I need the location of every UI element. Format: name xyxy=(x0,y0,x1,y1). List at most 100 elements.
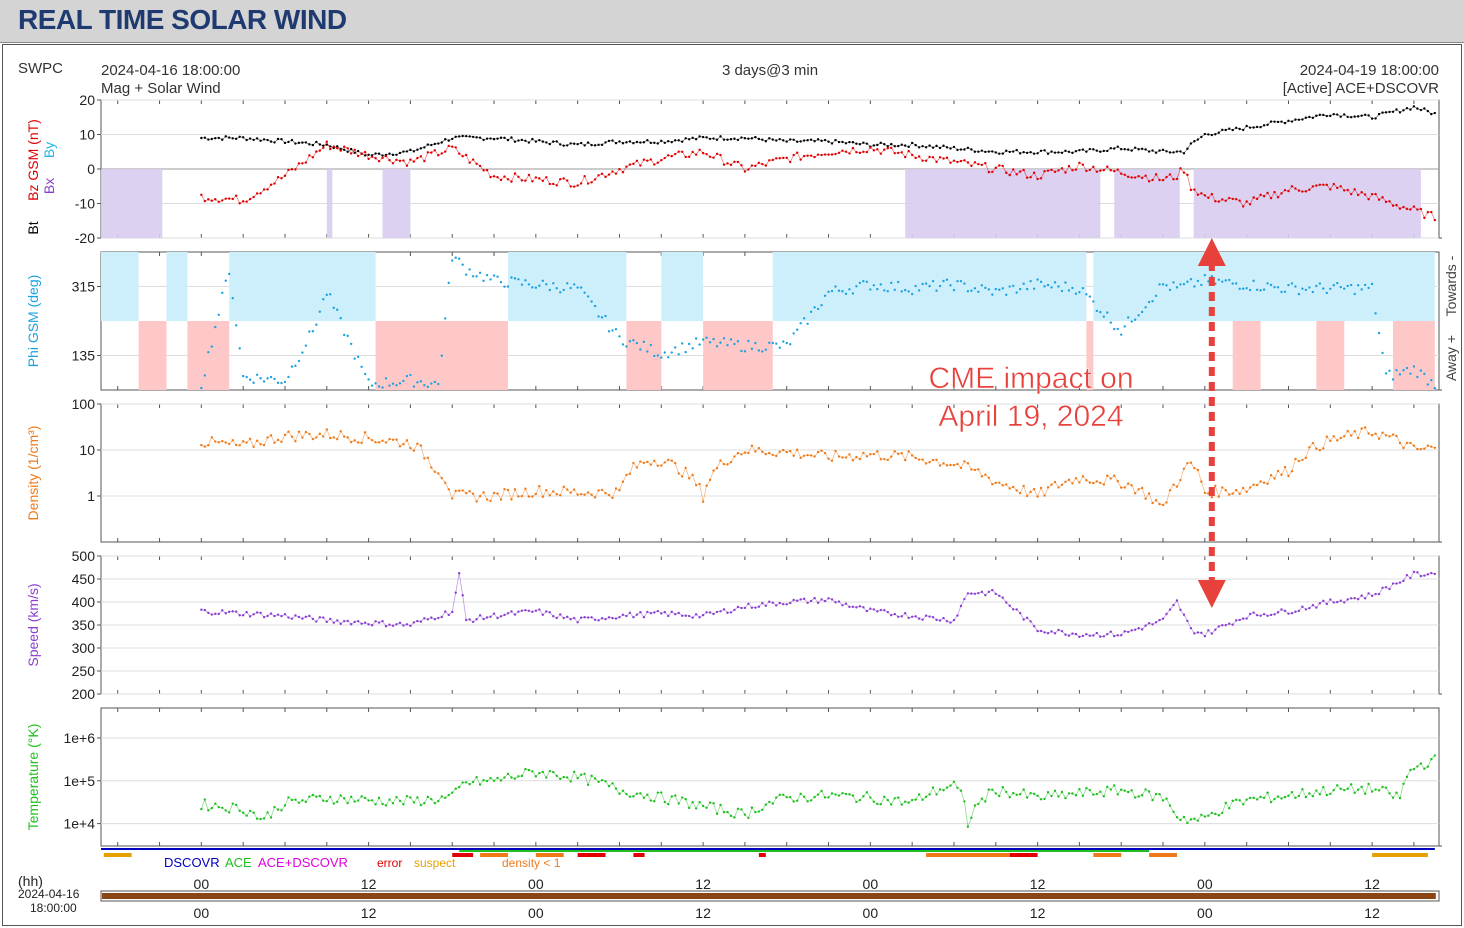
phi-point xyxy=(618,335,621,338)
phi-point xyxy=(984,286,987,290)
phi-towards-label: Towards - xyxy=(1443,255,1459,316)
phi-point xyxy=(447,281,450,285)
phi-point xyxy=(639,348,642,351)
phi-point xyxy=(914,284,917,288)
phi-towards-shade xyxy=(1093,252,1435,321)
phi-point xyxy=(851,292,855,295)
flag-mark xyxy=(1372,853,1428,857)
y-tick-label: 1 xyxy=(87,488,95,504)
phi-point xyxy=(945,278,949,281)
phi-point xyxy=(670,351,673,354)
phi-point xyxy=(343,333,346,337)
phi-point xyxy=(440,354,443,357)
phi-point xyxy=(719,341,722,344)
phi-point xyxy=(315,323,318,326)
phi-point xyxy=(771,341,774,345)
x-tick-label-bottom: 12 xyxy=(1030,905,1046,921)
phi-point xyxy=(708,341,712,344)
phi-point xyxy=(349,342,353,346)
phi-away-shade xyxy=(187,321,230,390)
phi-point xyxy=(468,268,471,271)
phi-point xyxy=(844,292,848,296)
phi-point xyxy=(1133,318,1137,321)
density-point xyxy=(1433,446,1437,449)
phi-point xyxy=(809,310,813,314)
phi-point xyxy=(729,338,733,341)
product-label: Mag + Solar Wind xyxy=(101,80,221,97)
phi-point xyxy=(1210,275,1214,278)
phi-point xyxy=(433,380,437,384)
phi-point xyxy=(994,287,997,291)
phi-point xyxy=(262,380,266,383)
phi-point xyxy=(663,351,666,354)
series-temperature xyxy=(200,754,1437,829)
phi-point xyxy=(625,345,628,348)
phi-point xyxy=(234,324,238,327)
phi-point xyxy=(457,257,461,260)
phi-point xyxy=(1015,291,1018,294)
phi-point xyxy=(938,284,942,288)
phi-point xyxy=(231,296,234,300)
phi-point xyxy=(402,379,405,383)
y-tick-label: 400 xyxy=(72,594,96,610)
phi-point xyxy=(287,375,290,379)
phi-point xyxy=(879,283,883,286)
cme-annotation-line2: April 19, 2024 xyxy=(938,400,1123,433)
cme-annotation-line1: CME impact on xyxy=(928,362,1133,395)
phi-point xyxy=(510,276,513,279)
phi-point xyxy=(674,346,677,349)
phi-point xyxy=(973,287,977,290)
active-source-label: [Active] ACE+DSCOVR xyxy=(1283,80,1439,97)
phi-point xyxy=(1123,325,1126,328)
phi-point xyxy=(712,337,715,341)
flag-mark xyxy=(480,853,508,857)
phi-point xyxy=(1189,277,1193,281)
phi-point xyxy=(1168,288,1172,292)
phi-point xyxy=(1391,378,1395,381)
phi-point xyxy=(952,288,956,292)
phi-point xyxy=(977,290,980,293)
phi-point xyxy=(1102,315,1106,318)
phi-point xyxy=(928,284,931,288)
phi-point xyxy=(1402,369,1405,372)
phi-point xyxy=(1085,293,1088,296)
phi-towards-shade xyxy=(101,252,139,321)
phi-point xyxy=(1172,281,1175,284)
phi-point xyxy=(346,334,349,338)
phi-point xyxy=(823,294,827,297)
phi-point xyxy=(1126,316,1130,319)
bz-south-shade xyxy=(1193,169,1421,238)
bottom-date-label: 2024-04-16 xyxy=(18,887,80,901)
phi-point xyxy=(1116,327,1119,331)
phi-point xyxy=(830,289,834,293)
phi-point xyxy=(377,385,381,388)
phi-point xyxy=(858,281,862,285)
phi-point xyxy=(269,375,273,379)
phi-point xyxy=(837,289,841,292)
phi-point xyxy=(1175,286,1179,289)
phi-point xyxy=(583,291,586,294)
phi-point xyxy=(1130,320,1133,323)
phi-point xyxy=(883,289,886,292)
phi-point xyxy=(384,377,388,380)
phi-point xyxy=(221,291,224,295)
phi-point xyxy=(1388,369,1391,373)
flag-mark xyxy=(577,853,606,857)
title-banner: REAL TIME SOLAR WIND xyxy=(0,0,1464,43)
y-tick-label: 315 xyxy=(72,279,96,295)
phi-point xyxy=(517,278,520,281)
phi-point xyxy=(656,354,660,357)
phi-point xyxy=(297,359,301,363)
phi-point xyxy=(214,325,217,329)
source-label: SWPC xyxy=(18,60,63,77)
phi-point xyxy=(660,356,663,359)
phi-axis-label: Phi GSM (deg) xyxy=(25,275,41,368)
phi-point xyxy=(1050,286,1053,289)
page-title: REAL TIME SOLAR WIND xyxy=(18,4,347,35)
phi-point xyxy=(931,279,935,283)
phi-point xyxy=(1287,283,1290,287)
phi-point xyxy=(743,350,747,353)
y-tick-label: 300 xyxy=(72,640,96,656)
phi-point xyxy=(1147,300,1151,304)
span-label: 3 days@3 min xyxy=(722,62,818,79)
